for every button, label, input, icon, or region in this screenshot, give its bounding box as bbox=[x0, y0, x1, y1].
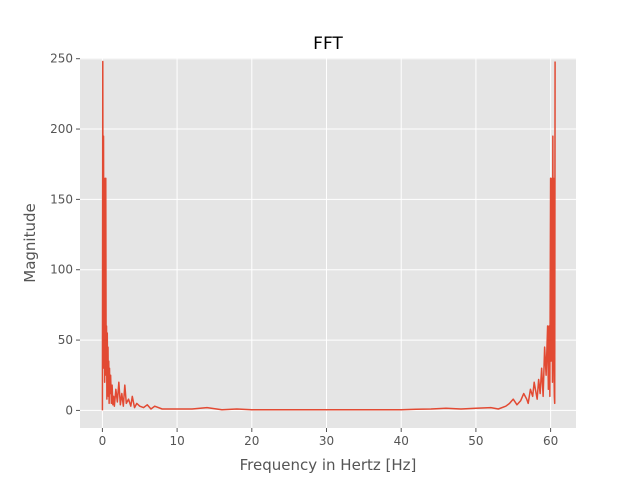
grid-lines bbox=[80, 58, 576, 428]
y-axis-label: Magnitude bbox=[21, 203, 39, 282]
y-tick-label: 200 bbox=[50, 122, 73, 136]
x-tick-label: 10 bbox=[169, 434, 184, 448]
y-tick-label: 0 bbox=[65, 403, 73, 417]
x-tick-label: 40 bbox=[394, 434, 409, 448]
y-tick-label: 150 bbox=[50, 192, 73, 206]
chart-title: FFT bbox=[313, 34, 343, 54]
y-tick-label: 50 bbox=[58, 333, 73, 347]
x-tick-label: 50 bbox=[468, 434, 483, 448]
plot-background bbox=[80, 58, 576, 428]
y-tick-label: 100 bbox=[50, 263, 73, 277]
x-tick-label: 30 bbox=[319, 434, 334, 448]
x-tick-label: 0 bbox=[99, 434, 107, 448]
x-tick-label: 20 bbox=[244, 434, 259, 448]
x-axis-label: Frequency in Hertz [Hz] bbox=[240, 456, 417, 474]
series-line-magnitude bbox=[101, 60, 556, 411]
y-tick-label: 250 bbox=[50, 52, 73, 66]
x-tick-label: 60 bbox=[543, 434, 558, 448]
axis-ticks: 0 10 20 30 40 50 60 0 50 100 150 200 250 bbox=[50, 52, 558, 448]
